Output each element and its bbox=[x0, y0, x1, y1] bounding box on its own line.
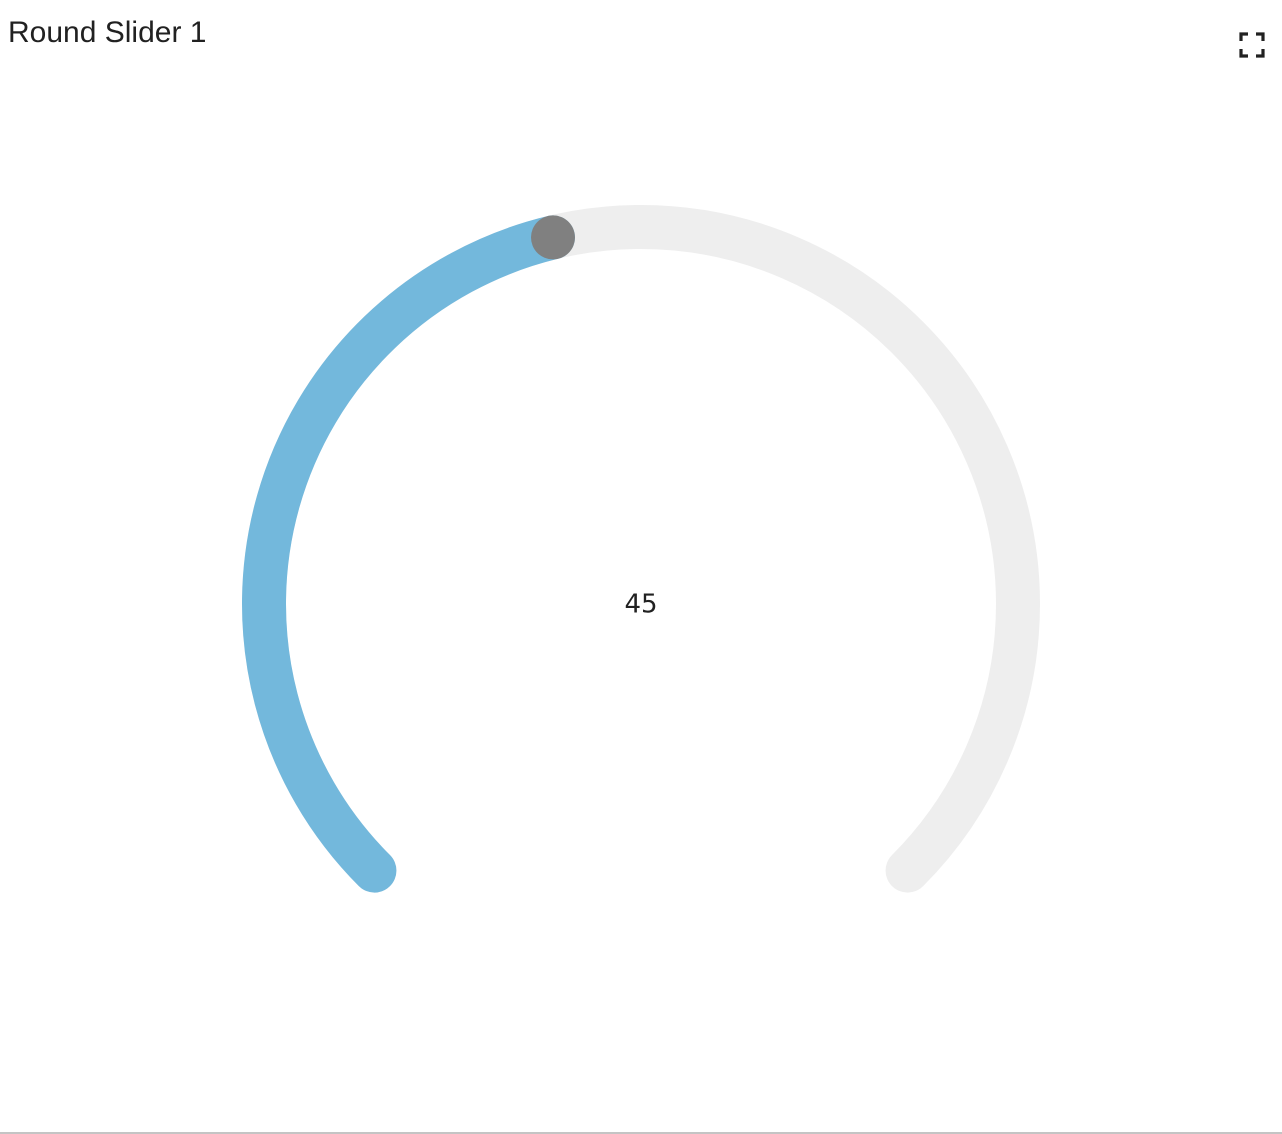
slider-handle[interactable] bbox=[530, 215, 575, 260]
slider-value: 45 bbox=[624, 590, 657, 620]
widget-title: Round Slider 1 bbox=[8, 16, 207, 49]
slider-progress-arc[interactable] bbox=[242, 215, 575, 893]
fullscreen-icon bbox=[1239, 32, 1265, 58]
fullscreen-button[interactable] bbox=[1234, 27, 1270, 63]
